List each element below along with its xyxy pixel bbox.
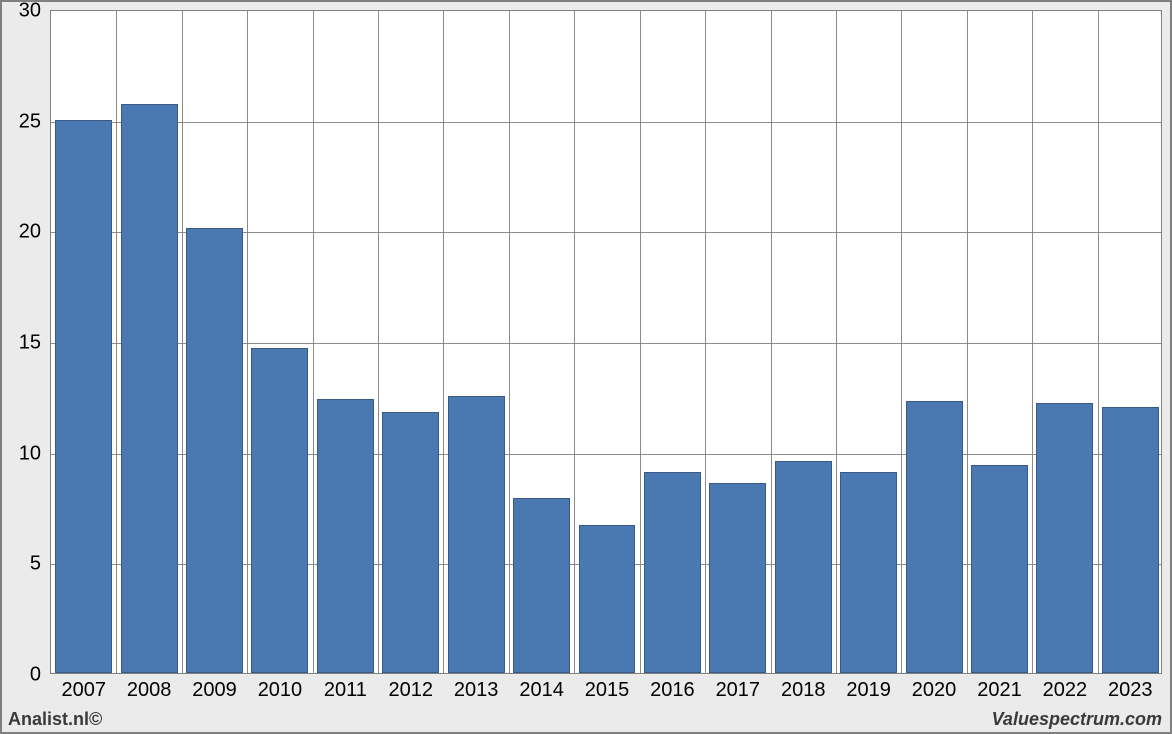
x-tick-label: 2012 [389, 679, 434, 702]
bar [251, 348, 308, 673]
x-tick-label: 2007 [61, 679, 106, 702]
x-tick-label: 2013 [454, 679, 499, 702]
bar [579, 525, 636, 673]
y-tick-label: 30 [19, 0, 41, 23]
x-tick-label: 2011 [324, 679, 367, 702]
grid-line-vertical [836, 11, 837, 673]
grid-line-vertical [705, 11, 706, 673]
bar [513, 498, 570, 673]
grid-line-vertical [182, 11, 183, 673]
bar [382, 412, 439, 673]
bar [55, 120, 112, 673]
x-tick-label: 2021 [977, 679, 1022, 702]
grid-line-vertical [771, 11, 772, 673]
grid-line-vertical [1032, 11, 1033, 673]
bar [1102, 407, 1159, 673]
grid-line-vertical [378, 11, 379, 673]
bar [121, 104, 178, 673]
y-tick-label: 25 [19, 110, 41, 133]
bar [448, 396, 505, 673]
grid-line-vertical [967, 11, 968, 673]
grid-line-vertical [443, 11, 444, 673]
grid-line-vertical [1098, 11, 1099, 673]
grid-line-vertical [313, 11, 314, 673]
bar [644, 472, 701, 673]
bar [709, 483, 766, 673]
chart-container: 0 5 10 15 20 25 30 2007 2008 2009 2010 2011 2012 2013… [0, 0, 1172, 734]
x-tick-label: 2016 [650, 679, 695, 702]
bar [775, 461, 832, 673]
plot-area: 0510152025302007200820092010201120122013… [50, 10, 1162, 674]
footer-right: Valuespectrum.com [992, 709, 1162, 730]
bar [317, 399, 374, 673]
x-tick-label: 2019 [846, 679, 891, 702]
y-tick-label: 10 [19, 442, 41, 465]
footer-left: Analist.nl© [8, 709, 102, 730]
y-tick-label: 5 [30, 553, 41, 576]
x-tick-label: 2009 [192, 679, 237, 702]
x-tick-label: 2014 [519, 679, 564, 702]
grid-line-vertical [574, 11, 575, 673]
x-tick-label: 2015 [585, 679, 630, 702]
x-tick-label: 2017 [716, 679, 761, 702]
x-tick-label: 2022 [1043, 679, 1088, 702]
grid-line-vertical [509, 11, 510, 673]
x-tick-label: 2020 [912, 679, 957, 702]
grid-line-vertical [247, 11, 248, 673]
x-tick-label: 2023 [1108, 679, 1153, 702]
grid-line-vertical [901, 11, 902, 673]
y-tick-label: 15 [19, 332, 41, 355]
grid-line-vertical [116, 11, 117, 673]
x-tick-label: 2010 [258, 679, 303, 702]
y-tick-label: 20 [19, 221, 41, 244]
y-tick-label: 0 [30, 664, 41, 687]
bar [840, 472, 897, 673]
x-tick-label: 2018 [781, 679, 826, 702]
grid-line-horizontal [51, 122, 1161, 123]
bar [906, 401, 963, 673]
grid-line-vertical [640, 11, 641, 673]
bar [1036, 403, 1093, 673]
bar [971, 465, 1028, 673]
x-tick-label: 2008 [127, 679, 172, 702]
bar [186, 228, 243, 673]
